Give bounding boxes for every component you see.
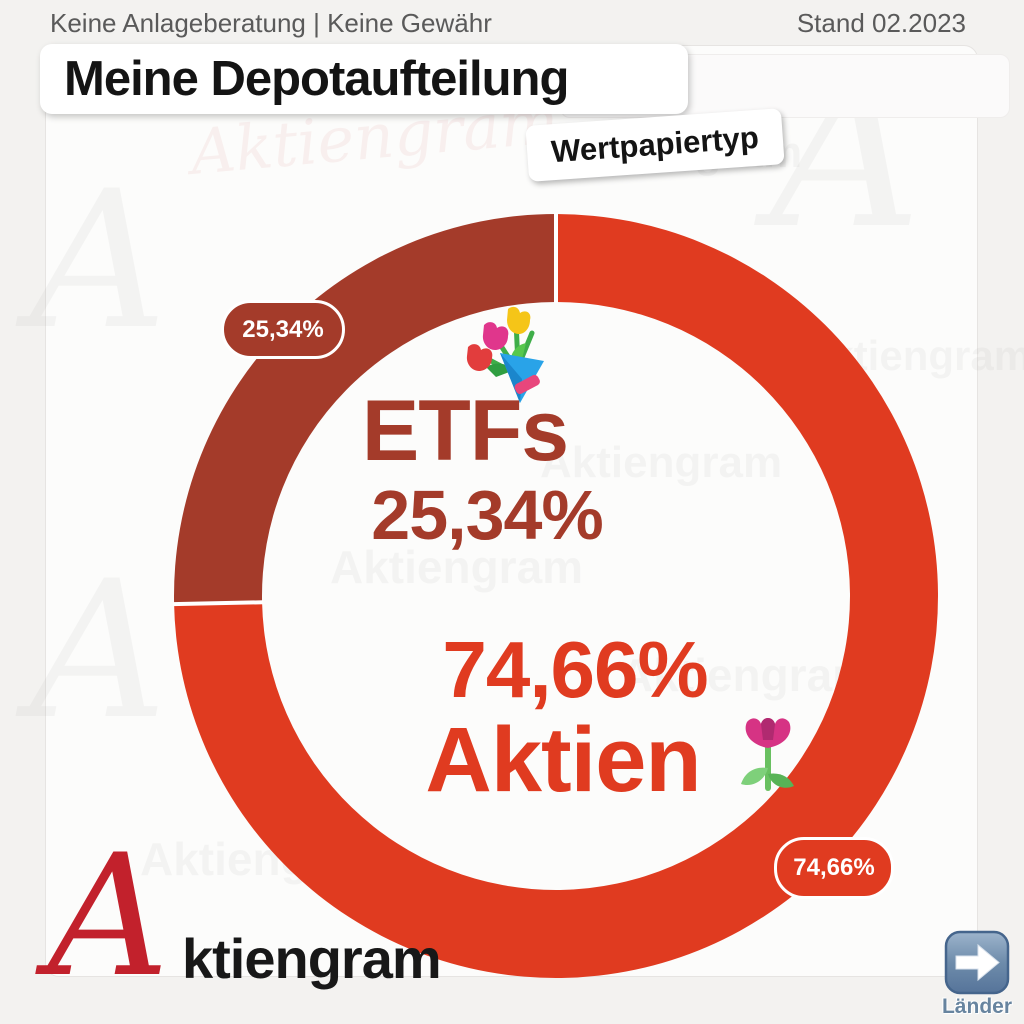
laender-button[interactable]: Länder (941, 930, 1013, 1019)
etfs-percent-badge: 25,34% (221, 300, 345, 359)
logo-text: ktiengram (182, 927, 442, 990)
arrow-right-icon (944, 930, 1010, 995)
aktien-percent-label: 74,66% (442, 625, 708, 714)
category-tag: Wertpapiertyp (550, 119, 760, 170)
aktien-percent-badge: 74,66% (774, 837, 894, 899)
title-box: Meine Depotaufteilung (40, 44, 688, 114)
aktien-label: Aktien (425, 709, 701, 811)
segment-separator (173, 600, 264, 607)
page-title: Meine Depotaufteilung (64, 52, 569, 106)
laender-label: Länder (941, 995, 1012, 1018)
date-label: Stand 02.2023 (796, 8, 966, 38)
bouquet-icon (466, 306, 544, 403)
donut-chart (173, 213, 938, 978)
etfs-percent-label: 25,34% (371, 476, 603, 554)
bouquet-flowers (466, 306, 531, 371)
logo-initial: A (48, 818, 170, 1014)
bouquet-wrap (500, 353, 544, 403)
etfs-label: ETFs (361, 383, 569, 479)
disclaimer-text: Keine Anlageberatung | Keine Gewähr (50, 8, 492, 38)
donut-segment-etfs (174, 214, 556, 605)
tulip-icon (741, 718, 794, 791)
